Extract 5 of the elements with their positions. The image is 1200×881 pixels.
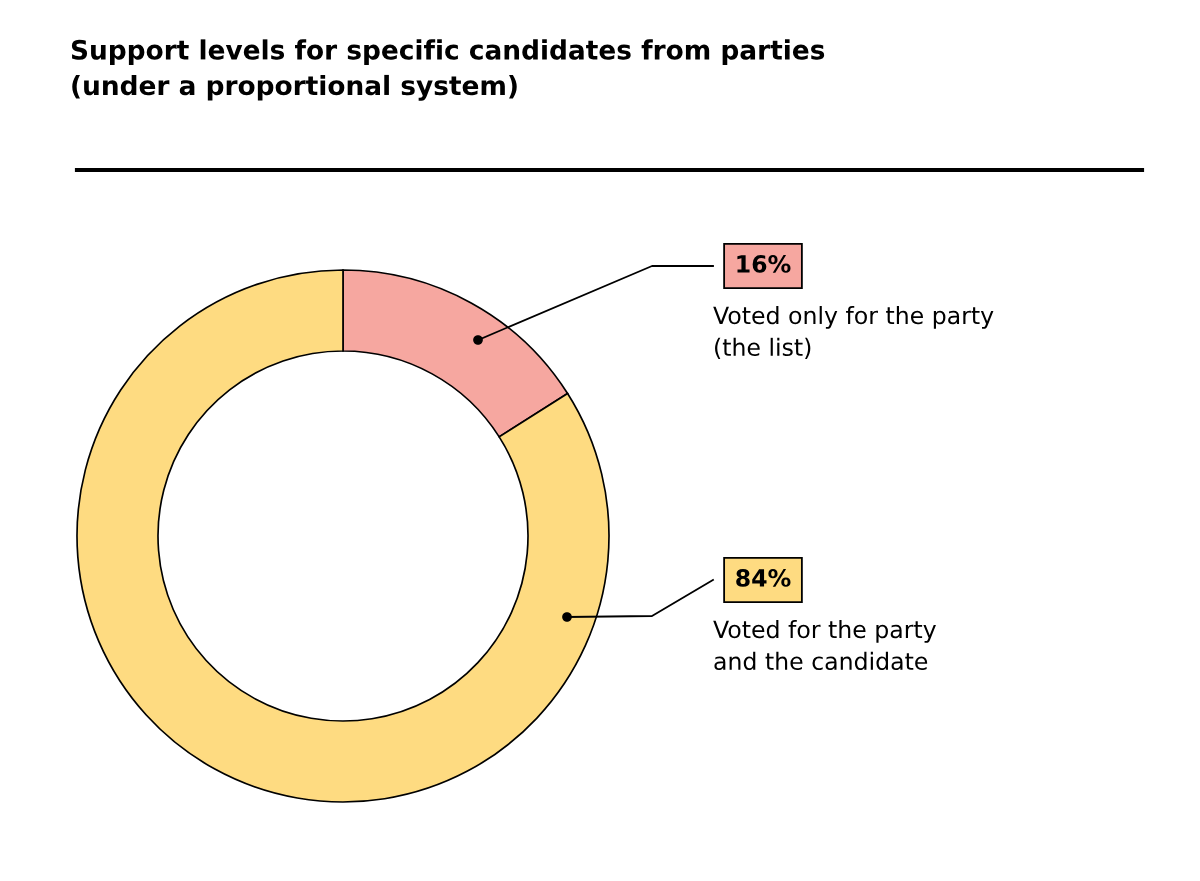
chart-title: Support levels for specific candidates from parties (under a proportional system) <box>71 39 825 101</box>
data-label: 84% <box>736 568 791 587</box>
legend-label: Voted only for the party (the list) <box>713 306 994 359</box>
data-label: 16% <box>737 254 791 273</box>
legend-label: Voted for the party and the candidate <box>713 620 936 671</box>
